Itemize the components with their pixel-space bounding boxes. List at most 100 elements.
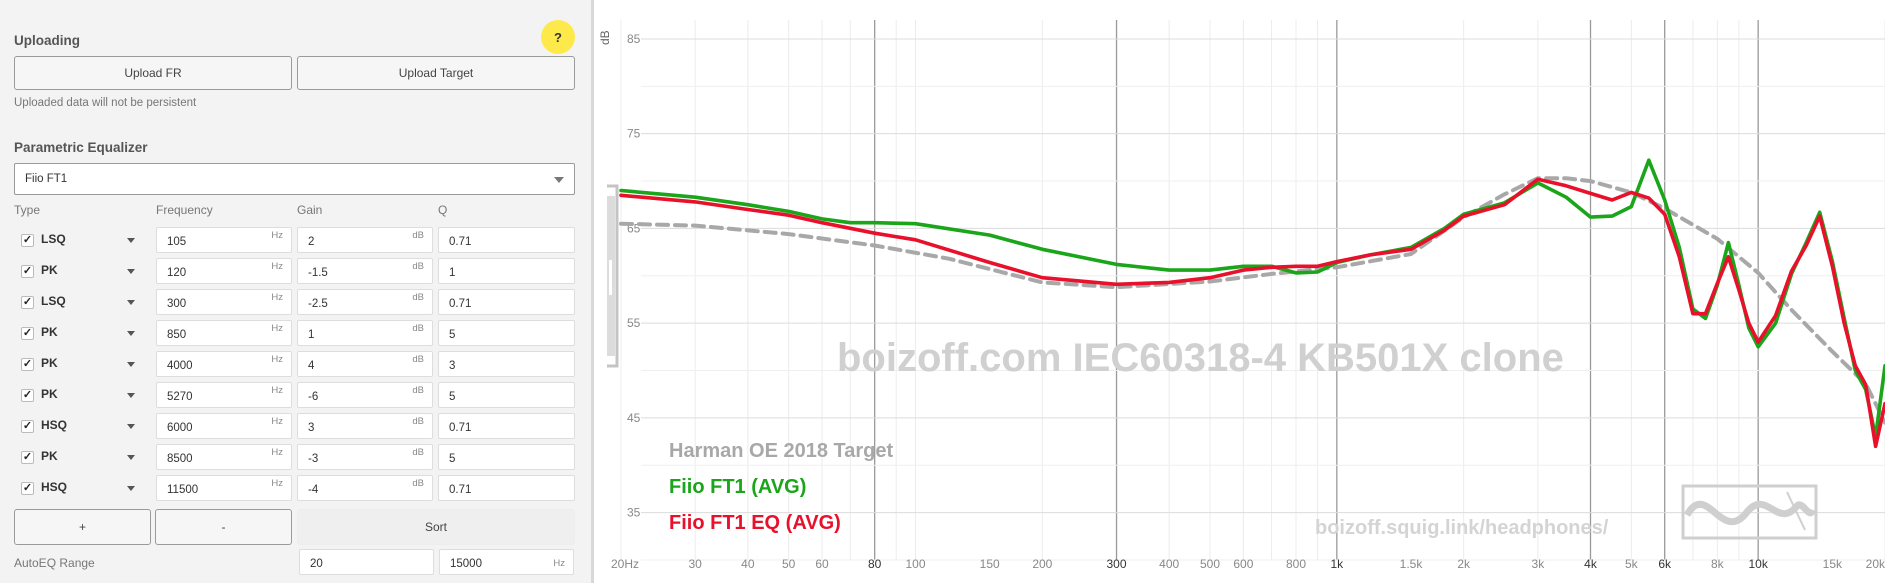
filter-gain-input[interactable]: 4 dB: [297, 351, 433, 377]
add-filter-button[interactable]: +: [14, 509, 151, 545]
filter-q-input[interactable]: 3: [438, 351, 575, 377]
y-scale-handle[interactable]: [607, 184, 619, 368]
filter-enabled-checkbox[interactable]: ✓: [21, 358, 34, 371]
x-tick-label: 800: [1286, 557, 1306, 571]
filter-gain-input[interactable]: -6 dB: [297, 382, 433, 408]
filter-frequency-input[interactable]: 8500 Hz: [156, 444, 292, 470]
frequency-unit: Hz: [271, 323, 283, 334]
filter-gain-input[interactable]: 3 dB: [297, 413, 433, 439]
x-tick-label: 10k: [1748, 557, 1768, 571]
filter-enabled-checkbox[interactable]: ✓: [21, 234, 34, 247]
legend-entry[interactable]: Fiio FT1 EQ (AVG): [669, 512, 841, 534]
filter-frequency-input[interactable]: 120 Hz: [156, 258, 292, 284]
filter-type-dropdown-icon[interactable]: [127, 362, 135, 367]
filter-type-dropdown-icon[interactable]: [127, 269, 135, 274]
autoeq-max-input[interactable]: 15000 Hz: [439, 549, 574, 575]
filter-type-value: PK: [41, 263, 58, 277]
remove-filter-button[interactable]: -: [155, 509, 292, 545]
legend-entry[interactable]: Harman OE 2018 Target: [669, 440, 894, 462]
filter-q-value: 0.71: [449, 484, 472, 496]
gain-unit: dB: [412, 447, 424, 458]
autoeq-min-input[interactable]: 20: [299, 549, 434, 575]
filter-q-input[interactable]: 0.71: [438, 289, 575, 315]
filter-frequency-input[interactable]: 6000 Hz: [156, 413, 292, 439]
filter-enabled-checkbox[interactable]: ✓: [21, 327, 34, 340]
filter-type-dropdown-icon[interactable]: [127, 331, 135, 336]
filter-type-dropdown-icon[interactable]: [127, 393, 135, 398]
frequency-unit: Hz: [271, 261, 283, 272]
help-button[interactable]: ?: [541, 20, 575, 54]
frequency-unit: Hz: [271, 447, 283, 458]
filter-type-value: PK: [41, 356, 58, 370]
gain-unit: dB: [412, 323, 424, 334]
upload-target-button[interactable]: Upload Target: [297, 56, 575, 90]
filter-frequency-input[interactable]: 4000 Hz: [156, 351, 292, 377]
filter-gain-value: 2: [308, 236, 315, 248]
filter-type-dropdown-icon[interactable]: [127, 300, 135, 305]
filter-gain-input[interactable]: -2.5 dB: [297, 289, 433, 315]
series-line[interactable]: [619, 158, 1885, 439]
filter-gain-value: -4: [308, 484, 319, 496]
gain-unit: dB: [412, 385, 424, 396]
filter-frequency-input[interactable]: 850 Hz: [156, 320, 292, 346]
col-q-header: Q: [438, 203, 448, 217]
filter-q-input[interactable]: 5: [438, 382, 575, 408]
filter-type-dropdown-icon[interactable]: [127, 238, 135, 243]
filter-q-input[interactable]: 5: [438, 320, 575, 346]
x-tick-label: 40: [741, 557, 755, 571]
filter-type-dropdown-icon[interactable]: [127, 455, 135, 460]
filter-frequency-input[interactable]: 105 Hz: [156, 227, 292, 253]
filter-type-dropdown-icon[interactable]: [127, 486, 135, 491]
upload-fr-button[interactable]: Upload FR: [14, 56, 292, 90]
filter-enabled-checkbox[interactable]: ✓: [21, 482, 34, 495]
filter-gain-value: -2.5: [308, 298, 328, 310]
filter-frequency-value: 5270: [167, 391, 193, 403]
filter-q-input[interactable]: 5: [438, 444, 575, 470]
filter-row: ✓ HSQ 6000 Hz 3 dB 0.71: [0, 412, 594, 440]
series-line[interactable]: [619, 177, 1885, 449]
filter-row: ✓ PK 120 Hz -1.5 dB 1: [0, 257, 594, 285]
filter-row: ✓ PK 850 Hz 1 dB 5: [0, 319, 594, 347]
sort-button[interactable]: Sort: [297, 509, 575, 545]
filter-row: ✓ PK 5270 Hz -6 dB 5: [0, 381, 594, 409]
filter-enabled-checkbox[interactable]: ✓: [21, 389, 34, 402]
filter-enabled-checkbox[interactable]: ✓: [21, 265, 34, 278]
filter-frequency-input[interactable]: 5270 Hz: [156, 382, 292, 408]
gain-unit: dB: [412, 261, 424, 272]
frequency-unit: Hz: [271, 478, 283, 489]
filter-q-value: 5: [449, 329, 456, 341]
gain-unit: dB: [412, 292, 424, 303]
filter-frequency-input[interactable]: 11500 Hz: [156, 475, 292, 501]
filter-q-value: 5: [449, 391, 456, 403]
filter-enabled-checkbox[interactable]: ✓: [21, 420, 34, 433]
legend-entry[interactable]: Fiio FT1 (AVG): [669, 476, 806, 498]
filter-row: ✓ PK 4000 Hz 4 dB 3: [0, 350, 594, 378]
filter-enabled-checkbox[interactable]: ✓: [21, 296, 34, 309]
filter-gain-input[interactable]: -3 dB: [297, 444, 433, 470]
frequency-unit: Hz: [271, 416, 283, 427]
filter-enabled-checkbox[interactable]: ✓: [21, 451, 34, 464]
filter-gain-input[interactable]: -4 dB: [297, 475, 433, 501]
filter-q-input[interactable]: 0.71: [438, 227, 575, 253]
x-tick-label: 80: [868, 557, 882, 571]
filter-gain-input[interactable]: -1.5 dB: [297, 258, 433, 284]
filter-gain-input[interactable]: 2 dB: [297, 227, 433, 253]
filter-frequency-value: 8500: [167, 453, 193, 465]
x-axis-ticks: 20Hz 30 40 50 60 80 100 150 200 300 400 500 600 800 1k…: [611, 557, 1885, 571]
filter-type-dropdown-icon[interactable]: [127, 424, 135, 429]
filter-q-input[interactable]: 0.71: [438, 475, 575, 501]
filter-gain-input[interactable]: 1 dB: [297, 320, 433, 346]
filter-q-value: 3: [449, 360, 456, 372]
x-tick-label: 5k: [1625, 557, 1639, 571]
gain-unit: dB: [412, 416, 424, 427]
filter-q-input[interactable]: 0.71: [438, 413, 575, 439]
filter-q-input[interactable]: 1: [438, 258, 575, 284]
filter-type-value: HSQ: [41, 480, 68, 494]
filter-gain-value: -1.5: [308, 267, 328, 279]
series-line[interactable]: [619, 176, 1885, 425]
preset-select[interactable]: Fiio FT1: [14, 163, 575, 195]
filter-frequency-input[interactable]: 300 Hz: [156, 289, 292, 315]
filter-q-value: 0.71: [449, 422, 472, 434]
filter-frequency-value: 120: [167, 267, 187, 279]
